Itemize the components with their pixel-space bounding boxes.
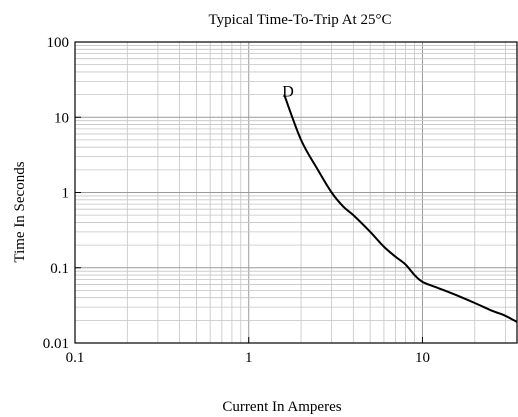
x-axis-title: Current In Amperes [222, 399, 341, 415]
x-tick-label: 10 [415, 350, 430, 366]
grid [74, 41, 517, 344]
x-tick-label: 0.1 [66, 350, 85, 366]
series-layer: D [282, 84, 518, 323]
x-tick-label: 1 [245, 350, 253, 366]
y-tick-label: 0.01 [43, 336, 69, 352]
y-tick-label: 1 [62, 186, 70, 202]
y-tick-label: 0.1 [50, 261, 69, 277]
chart-title: Typical Time-To-Trip At 25°C [209, 12, 392, 28]
y-axis-title: Time In Seconds [12, 161, 28, 262]
series-line-d [283, 94, 518, 323]
series-label: D [282, 84, 294, 101]
y-tick-label: 10 [54, 110, 69, 126]
y-tick-label: 100 [47, 35, 70, 51]
